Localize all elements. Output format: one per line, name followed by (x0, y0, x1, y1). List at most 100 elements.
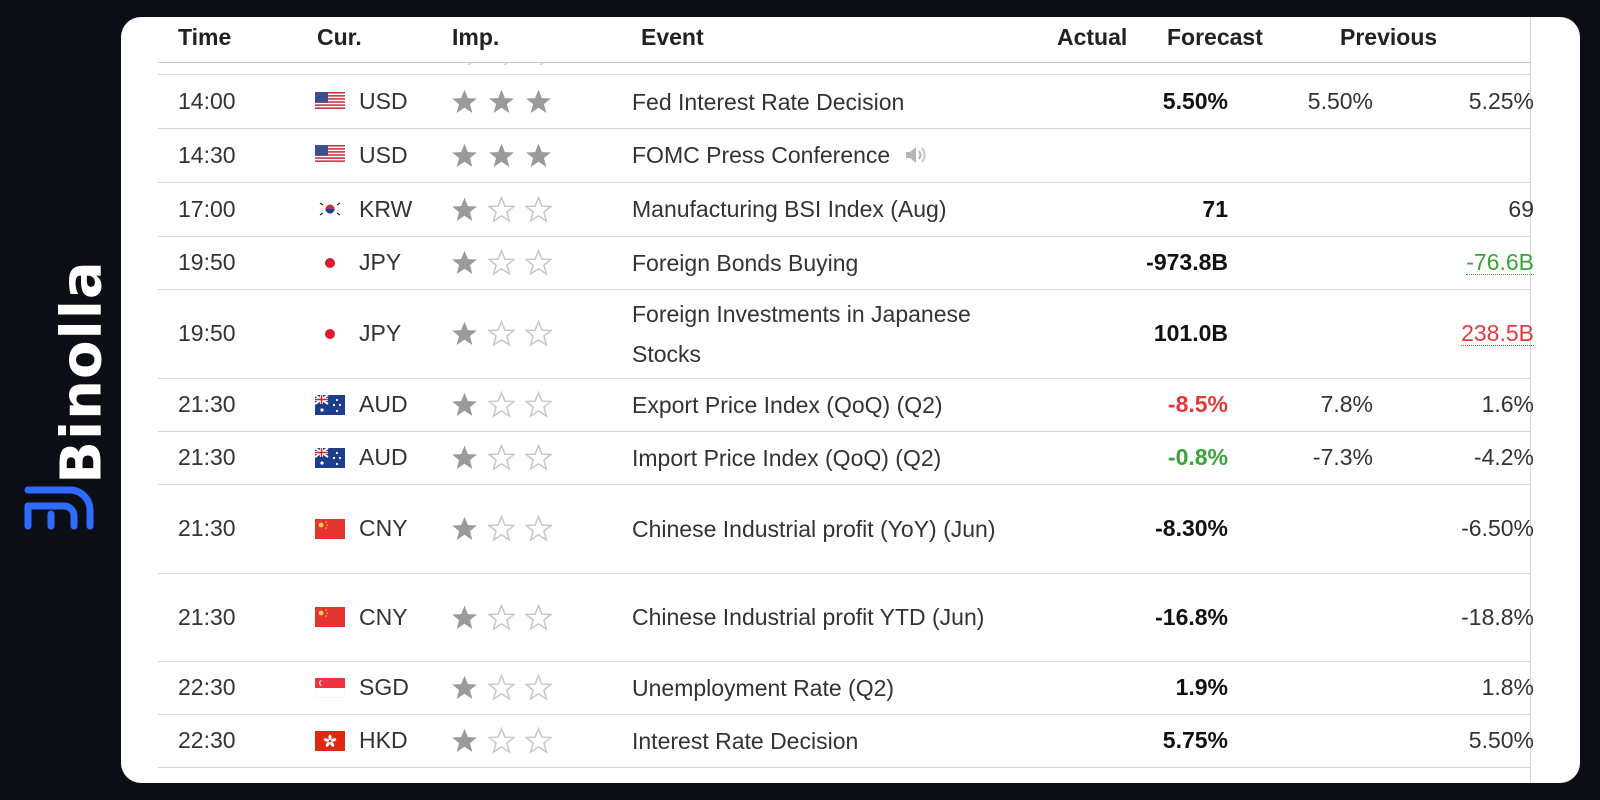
star-empty-icon (525, 515, 552, 542)
previous-value-text: 5.25% (1468, 88, 1534, 114)
col-event[interactable]: Event (641, 24, 704, 50)
event-name[interactable]: Foreign Bonds Buying (632, 236, 1002, 289)
event-currency: AUD (359, 444, 408, 470)
table-row[interactable]: 22:30 SGD Unemployment Rate (Q2) 1.9% 1.8% (158, 661, 1534, 715)
star-empty-icon (525, 249, 552, 276)
table-row[interactable]: 19:50 JPY Foreign Investments in Japanese … (158, 289, 1534, 379)
importance-stars (451, 714, 562, 767)
importance-stars (451, 573, 562, 661)
forecast-value: 7.8% (1320, 391, 1373, 417)
col-previous[interactable]: Previous (1340, 24, 1438, 50)
event-name[interactable]: Interest Rate Decision (632, 714, 1002, 767)
star-empty-icon (525, 320, 552, 347)
star-filled-icon (452, 392, 477, 416)
table-row[interactable]: 14:00 USD Fed Interest Rate Decision 5.50% 5… (158, 75, 1534, 129)
previous-value-text[interactable]: -76.6B (1466, 249, 1534, 275)
event-name-text[interactable]: Fed Interest Rate Decision (632, 88, 905, 115)
col-forecast[interactable]: Forecast (1167, 24, 1263, 50)
star-empty-icon (488, 727, 515, 754)
event-name-text[interactable]: Foreign Bonds Buying (632, 249, 859, 276)
star-empty-icon (488, 195, 515, 223)
importance-stars (451, 661, 562, 714)
event-currency: CNY (359, 515, 408, 541)
event-name[interactable]: Import Price Index (QoQ) (Q2) (632, 431, 1002, 484)
event-currency: CNY (359, 603, 408, 630)
previous-value: -18.8% (1334, 573, 1534, 661)
previous-value: 1.6% (1334, 378, 1534, 431)
col-importance[interactable]: Imp. (452, 24, 500, 50)
table-row[interactable]: 21:30 CNY Chinese Industrial profit YTD (J… (158, 573, 1534, 662)
previous-value[interactable]: 238.5B (1334, 289, 1534, 378)
table-row[interactable]: 14:30 USD FOMC Press Conference (158, 128, 1531, 183)
star-empty-icon (525, 195, 552, 223)
speaker-icon[interactable] (902, 142, 928, 168)
previous-value: -4.2% (1334, 431, 1534, 484)
previous-value-text: 5.50% (1468, 727, 1534, 753)
event-name-text[interactable]: Unemployment Rate (Q2) (632, 674, 895, 701)
event-time: 21:30 (178, 444, 236, 470)
binolla-logo-icon (24, 486, 94, 530)
event-name-text[interactable]: Manufacturing BSI Index (Aug) (632, 196, 947, 222)
previous-value-text[interactable]: 238.5B (1461, 320, 1534, 346)
star-filled-icon (526, 89, 551, 113)
actual-value: 101.0B (1153, 320, 1228, 346)
table-row[interactable]: 19:50 JPY Foreign Bonds Buying -973.8B -76.6… (158, 236, 1534, 290)
event-name-text[interactable]: Chinese Industrial profit (YoY) (Jun) (632, 515, 996, 542)
star-empty-icon (488, 391, 515, 418)
event-time: 22:30 (178, 727, 236, 753)
table-row[interactable]: 22:30 HKD Interest Rate Decision 5.75% 5.50% (158, 714, 1534, 768)
previous-value: 1.8% (1334, 661, 1534, 714)
event-time: 21:30 (178, 391, 236, 417)
star-filled-icon (452, 89, 477, 113)
star-filled-icon (452, 516, 477, 540)
col-actual[interactable]: Actual (1057, 24, 1128, 50)
event-name[interactable]: Fed Interest Rate Decision (632, 75, 1002, 128)
star-empty-icon (488, 515, 515, 542)
previous-value (1334, 128, 1534, 182)
event-name[interactable]: Chinese Industrial profit YTD (Jun) (632, 573, 1002, 661)
event-name-text[interactable]: Chinese Industrial profit YTD (Jun) (632, 604, 985, 630)
star-empty-icon (488, 320, 515, 347)
star-filled-icon (489, 143, 514, 167)
event-name[interactable]: Unemployment Rate (Q2) (632, 661, 1002, 714)
event-name-text[interactable]: Import Price Index (QoQ) (Q2) (632, 444, 942, 471)
previous-value-text: 69 (1508, 195, 1534, 222)
event-name-text[interactable]: Interest Rate Decision (632, 727, 859, 754)
event-name-text[interactable]: FOMC Press Conference (632, 142, 891, 168)
jp-flag-icon (315, 236, 345, 289)
col-currency[interactable]: Cur. (317, 24, 362, 50)
table-row[interactable]: 21:30 AUD Import Price Index (QoQ) (Q2) -0.… (158, 431, 1534, 485)
table-row[interactable]: 17:00 KRW Manufacturing BSI Index (Aug) 71 6… (158, 182, 1534, 237)
previous-value: 5.50% (1334, 714, 1534, 767)
table-row[interactable]: 21:30 AUD Export Price Index (QoQ) (Q2) -8.… (158, 378, 1534, 432)
star-empty-icon (488, 444, 515, 471)
event-name[interactable]: FOMC Press Conference (632, 128, 1002, 182)
event-name[interactable]: Chinese Industrial profit (YoY) (Jun) (632, 484, 1002, 573)
previous-value: 69 (1334, 182, 1534, 236)
actual-value: 5.75% (1162, 727, 1228, 753)
event-name[interactable]: Export Price Index (QoQ) (Q2) (632, 378, 1002, 431)
star-empty-icon (525, 674, 552, 701)
actual-value: -0.8% (1167, 444, 1228, 470)
previous-value: -6.50% (1334, 484, 1534, 573)
star-filled-icon (452, 197, 477, 221)
forecast-value: 5.50% (1307, 88, 1373, 114)
event-name-text[interactable]: Export Price Index (QoQ) (Q2) (632, 391, 943, 418)
star-filled-icon (452, 605, 477, 629)
event-time: 14:00 (178, 88, 236, 114)
event-name[interactable]: Manufacturing BSI Index (Aug) (632, 182, 1002, 236)
importance-stars (451, 431, 562, 484)
star-filled-icon (452, 143, 477, 167)
brand-name: Binolla (49, 260, 115, 484)
sg-flag-icon (315, 661, 345, 714)
col-time[interactable]: Time (178, 24, 232, 50)
star-filled-icon (452, 445, 477, 469)
previous-value: 5.25% (1334, 75, 1534, 128)
brand-sidebar: Binolla (0, 0, 121, 800)
table-row[interactable]: 21:30 CNY Chinese Industrial profit (YoY) … (158, 484, 1534, 574)
event-name[interactable]: Foreign Investments in Japanese Stocks (632, 289, 1002, 378)
event-name-text[interactable]: Foreign Investments in Japanese Stocks (632, 300, 971, 367)
previous-value-text: 1.8% (1481, 674, 1534, 700)
previous-value[interactable]: -76.6B (1334, 236, 1534, 289)
forecast-value: -7.3% (1312, 444, 1373, 470)
